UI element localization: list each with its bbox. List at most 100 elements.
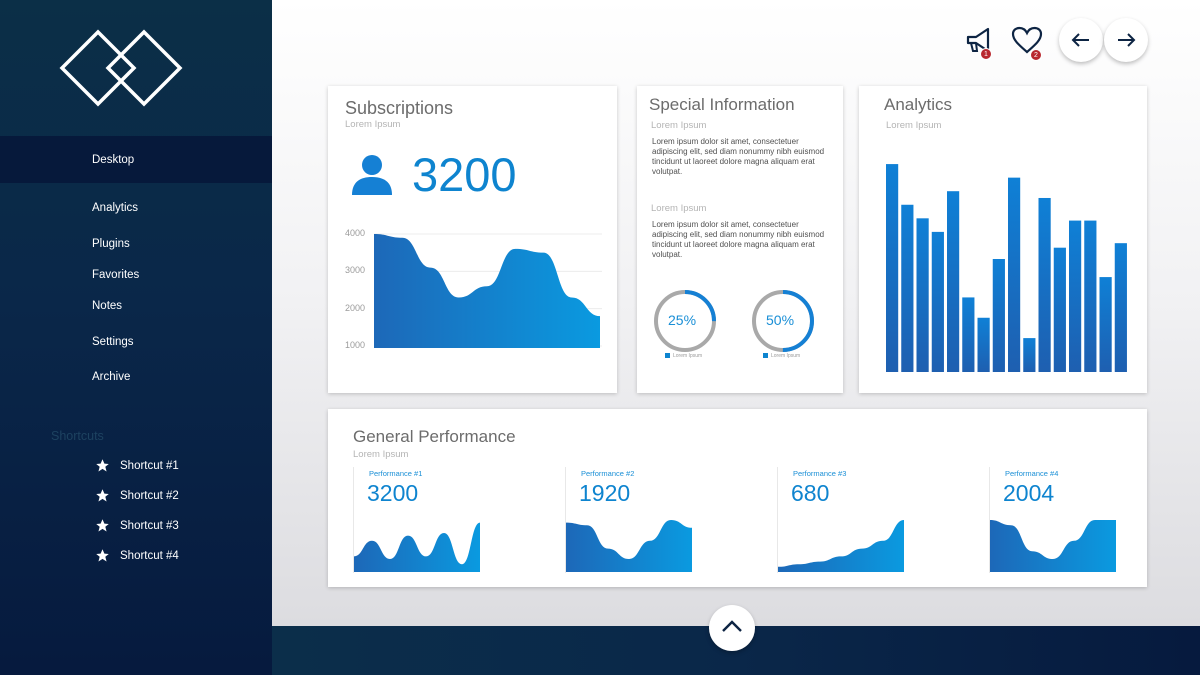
- sidebar-item-archive[interactable]: Archive: [0, 353, 272, 401]
- legend-swatch: [763, 353, 768, 359]
- scroll-up-button[interactable]: [709, 605, 755, 651]
- performance-value: 680: [791, 480, 830, 506]
- bar: [1069, 220, 1082, 372]
- performance-value: 3200: [367, 480, 419, 506]
- favorites-badge: 2: [1030, 49, 1042, 61]
- card-title: Subscriptions: [345, 98, 454, 118]
- sidebar-item-label: Plugins: [92, 238, 130, 250]
- performance-sparkline: [990, 520, 1116, 572]
- bar: [977, 317, 990, 372]
- bar: [1053, 247, 1066, 372]
- chevron-up-icon: [722, 620, 742, 632]
- performance-item: Performance #4 2004: [989, 467, 1116, 573]
- general-performance-card: General Performance Lorem Ipsum Performa…: [328, 409, 1147, 587]
- donut-chart: [752, 290, 814, 352]
- bar: [931, 231, 944, 372]
- shortcut-label: Shortcut #3: [120, 520, 179, 532]
- legend-label: Lorem Ipsum: [771, 353, 801, 359]
- notifications-button[interactable]: 1: [962, 24, 998, 60]
- legend-label: Lorem Ipsum: [673, 353, 703, 359]
- sidebar-item-favorites[interactable]: Favorites: [0, 251, 272, 299]
- card-subtitle: Lorem Ipsum: [651, 203, 707, 214]
- heart-icon: [1011, 26, 1043, 54]
- performance-label: Performance #4: [1005, 469, 1059, 478]
- subscriptions-card: Subscriptions Lorem Ipsum 3200 4000 3000 2…: [328, 86, 617, 393]
- logo-icon: [59, 29, 183, 107]
- star-icon: [96, 519, 109, 532]
- bar: [1114, 243, 1127, 372]
- bar: [1038, 197, 1051, 372]
- shortcut-item[interactable]: Shortcut #2: [0, 485, 272, 509]
- sidebar-item-settings[interactable]: Settings: [0, 318, 272, 366]
- sidebar: Desktop Analytics Plugins Favorites Notes Set…: [0, 0, 272, 675]
- legend-swatch: [665, 353, 670, 359]
- donut-chart: [654, 290, 716, 352]
- bar: [947, 191, 960, 372]
- favorites-button[interactable]: 2: [1010, 24, 1046, 61]
- sparkline-area: [354, 522, 480, 572]
- sidebar-item-label: Analytics: [92, 202, 139, 214]
- bar: [992, 259, 1005, 372]
- bar: [1084, 220, 1097, 372]
- sidebar-item-notes[interactable]: Notes: [0, 282, 272, 330]
- card-subtitle: Lorem Ipsum: [651, 120, 707, 131]
- special-information-card: Special Information Lorem Ipsum Lorem ip…: [637, 86, 843, 393]
- donut-value-arc: [752, 290, 814, 352]
- bar: [901, 204, 914, 372]
- card-subtitle: Lorem Ipsum: [353, 449, 409, 460]
- sidebar-item-desktop[interactable]: Desktop: [0, 136, 272, 183]
- donut-legend: Lorem Ipsum: [763, 353, 800, 359]
- card-title: Special Information: [649, 95, 795, 114]
- sparkline-area: [778, 520, 904, 572]
- sidebar-item-plugins[interactable]: Plugins: [0, 220, 272, 268]
- star-icon: [96, 459, 109, 472]
- shortcut-item[interactable]: Shortcut #4: [0, 545, 272, 569]
- performance-item: Performance #3 680: [777, 467, 904, 573]
- back-button[interactable]: [1059, 18, 1103, 62]
- area-series: [374, 234, 600, 348]
- bar: [1099, 277, 1112, 372]
- shortcuts-title: Shortcuts: [51, 429, 104, 443]
- sidebar-item-label: Favorites: [92, 269, 140, 281]
- shortcut-label: Shortcut #1: [120, 460, 179, 472]
- card-title: Analytics: [884, 95, 953, 114]
- performance-sparkline: [354, 522, 480, 572]
- analytics-card: Analytics Lorem Ipsum: [859, 86, 1147, 393]
- shortcut-item[interactable]: Shortcut #3: [0, 515, 272, 539]
- sidebar-item-analytics[interactable]: Analytics: [0, 184, 272, 232]
- performance-label: Performance #2: [581, 469, 635, 478]
- sidebar-item-label: Notes: [92, 300, 123, 312]
- bar: [916, 218, 929, 372]
- forward-button[interactable]: [1104, 18, 1148, 62]
- subscriptions-value: 3200: [412, 148, 517, 201]
- sidebar-item-label: Desktop: [92, 153, 135, 166]
- y-tick-label: 3000: [345, 265, 366, 276]
- performance-item: Performance #2 1920: [565, 467, 692, 573]
- star-icon: [96, 549, 109, 562]
- arrow-right-icon: [1118, 33, 1136, 47]
- performance-sparkline: [566, 520, 692, 572]
- bar: [1008, 177, 1021, 372]
- donut-value-arc: [654, 290, 716, 352]
- star-icon: [96, 489, 109, 502]
- sparkline-area: [990, 520, 1116, 572]
- y-tick-label: 4000: [345, 228, 366, 238]
- card-subtitle: Lorem Ipsum: [886, 120, 942, 131]
- shortcut-item[interactable]: Shortcut #1: [0, 455, 272, 479]
- info-paragraph: Lorem ipsum dolor sit amet, consectetuer…: [652, 137, 825, 176]
- sidebar-item-label: Settings: [92, 336, 134, 348]
- notifications-badge: 1: [980, 48, 992, 60]
- bar: [886, 164, 899, 372]
- donut-legend: Lorem Ipsum: [665, 353, 702, 359]
- arrow-left-icon: [1071, 33, 1089, 47]
- y-tick-label: 2000: [345, 302, 366, 313]
- donut-percent-label: 25%: [668, 312, 697, 328]
- analytics-bar-chart: [886, 164, 1127, 372]
- bar: [962, 297, 975, 372]
- performance-label: Performance #1: [369, 469, 423, 478]
- subscriptions-area-chart: [374, 233, 602, 348]
- performance-label: Performance #3: [793, 469, 847, 478]
- card-subtitle: Lorem Ipsum: [345, 119, 401, 130]
- y-tick-label: 1000: [345, 340, 366, 350]
- card-title: General Performance: [353, 427, 516, 446]
